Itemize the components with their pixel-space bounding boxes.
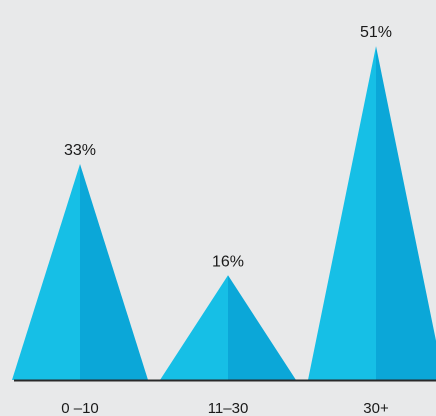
chart-marks	[12, 46, 436, 380]
triangle-bar-right-face	[376, 46, 436, 380]
x-tick-label: 0 –10	[61, 400, 99, 416]
x-tick-label: 11–30	[208, 400, 249, 416]
triangle-bar-left-face	[160, 275, 228, 380]
triangle-bar-left-face	[12, 164, 80, 380]
triangle-bar-right-face	[228, 275, 296, 380]
data-label: 51%	[360, 24, 392, 41]
data-label: 16%	[212, 253, 244, 270]
triangle-bar-right-face	[80, 164, 148, 380]
data-label: 33%	[64, 142, 96, 159]
x-tick-label: 30+	[363, 400, 389, 416]
chart-labels: 33% 0 –10 16% 11–30 51% 30+	[61, 24, 392, 416]
triangle-bar-left-face	[308, 46, 376, 380]
